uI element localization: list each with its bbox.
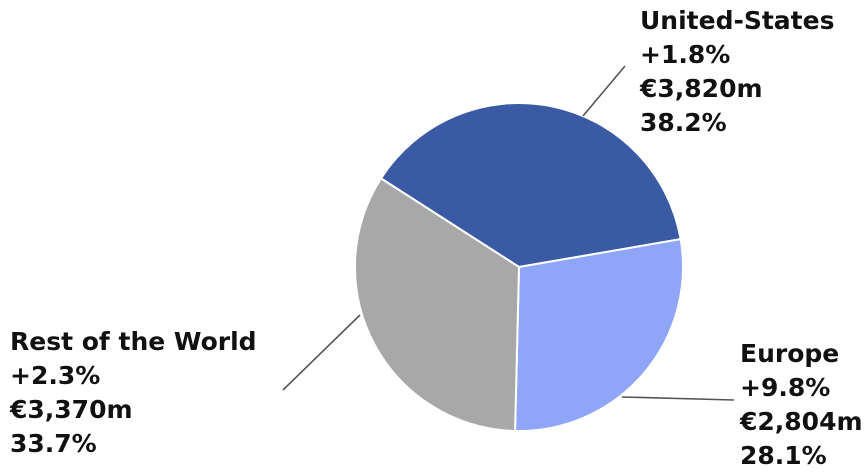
slice-name: Rest of the World xyxy=(10,327,257,356)
slice-name: Europe xyxy=(740,339,840,368)
slice-name: United-States xyxy=(640,6,835,35)
data-label-europe: Europe +9.8% €2,804m 28.1% xyxy=(740,337,863,473)
pie-slice-rest-of-the-world xyxy=(354,177,521,432)
pie-slice-europe xyxy=(514,237,684,432)
pie-slices xyxy=(354,102,684,432)
slice-share: 33.7% xyxy=(10,429,97,458)
slice-amount: €2,804m xyxy=(740,407,863,436)
pie-chart xyxy=(282,65,735,432)
slice-amount: €3,820m xyxy=(640,74,763,103)
slice-amount: €3,370m xyxy=(10,395,133,424)
leader-lines xyxy=(282,65,735,401)
leader-line-united-states xyxy=(582,65,626,117)
slice-growth: +2.3% xyxy=(10,361,101,390)
slice-growth: +9.8% xyxy=(740,373,831,402)
leader-line-rest-of-world xyxy=(282,314,361,391)
slice-share: 28.1% xyxy=(740,441,827,470)
data-label-united-states: United-States +1.8% €3,820m 38.2% xyxy=(640,4,834,140)
data-label-rest-of-world: Rest of the World +2.3% €3,370m 33.7% xyxy=(10,325,257,461)
slice-share: 38.2% xyxy=(640,108,727,137)
leader-line-europe xyxy=(621,396,735,401)
slice-growth: +1.8% xyxy=(640,40,731,69)
